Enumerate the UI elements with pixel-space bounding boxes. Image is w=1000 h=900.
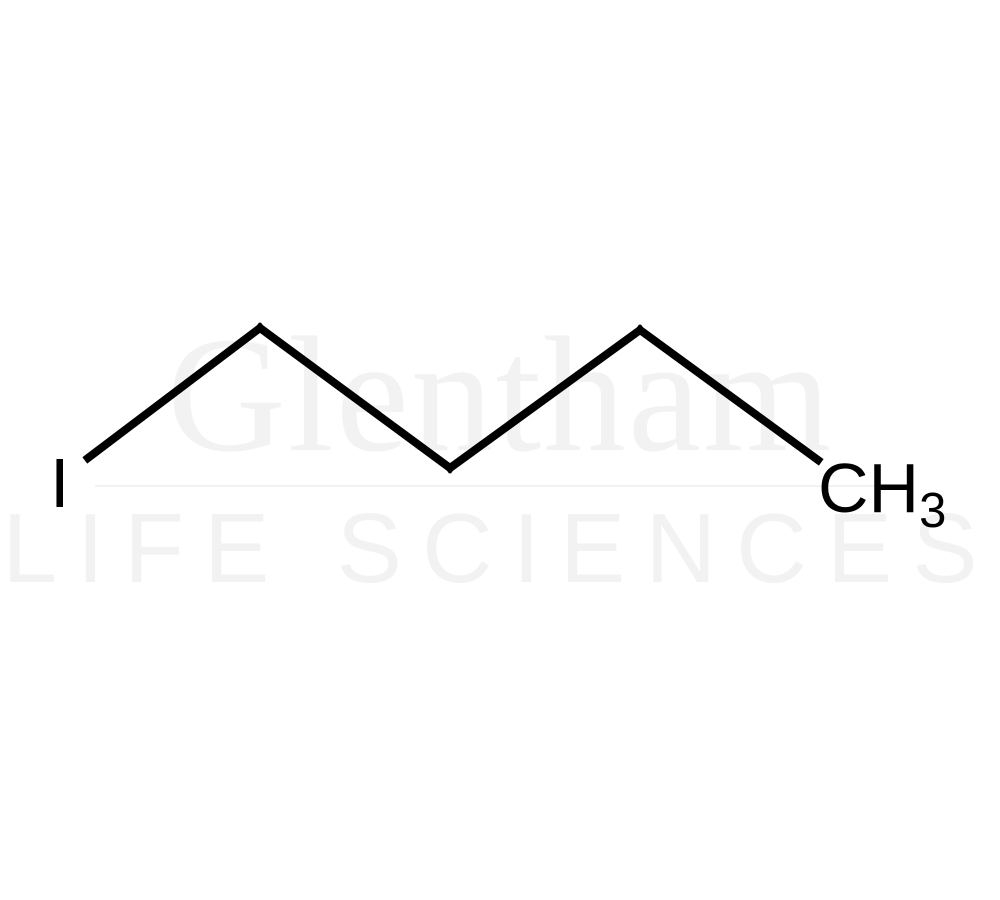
atom-label-iodine: I xyxy=(50,443,69,523)
bond-line xyxy=(260,328,450,468)
atom-label-methyl: CH3 xyxy=(818,448,946,528)
atom-label-methyl-text: CH xyxy=(818,449,919,527)
bond-line xyxy=(88,328,260,458)
bond-line xyxy=(640,330,818,460)
diagram-canvas: Glentham LIFE SCIENCES I CH3 xyxy=(0,0,1000,900)
bond-line xyxy=(450,330,640,468)
atom-label-methyl-subscript: 3 xyxy=(919,484,946,538)
